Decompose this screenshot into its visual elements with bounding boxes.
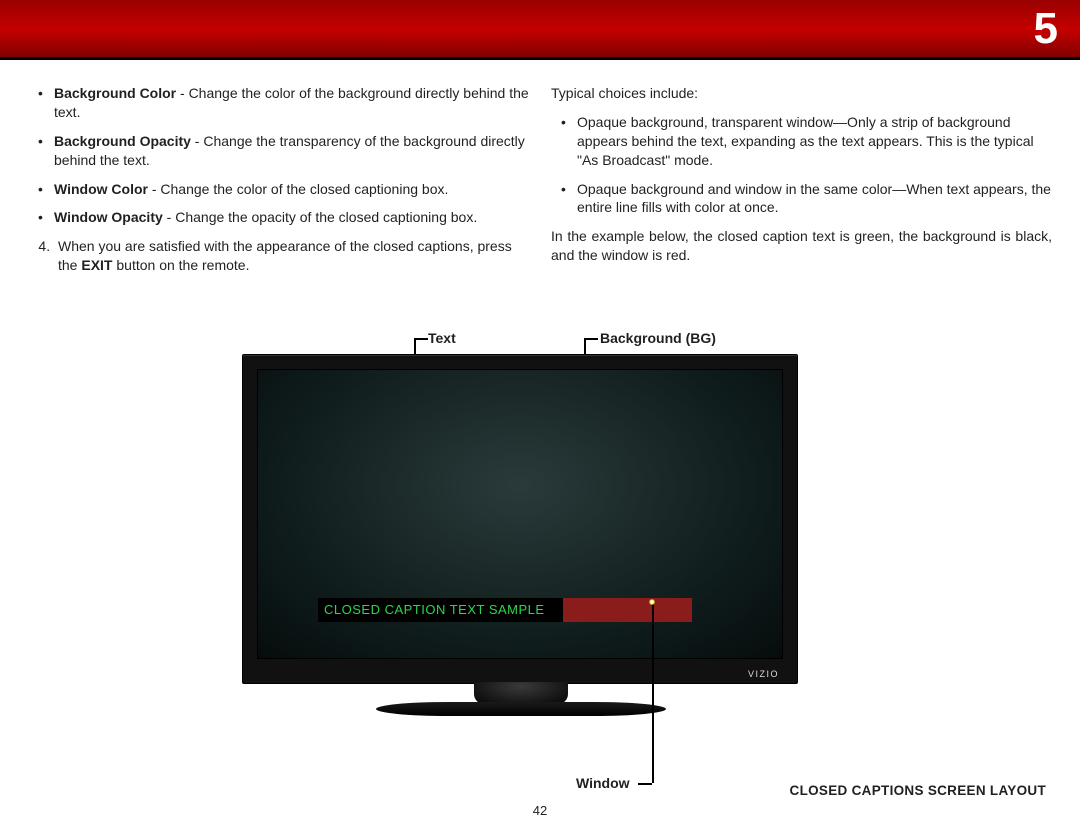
list-item: Background Opacity - Change the transpar… bbox=[54, 132, 529, 170]
term: Background Color bbox=[54, 85, 176, 101]
step-bold: EXIT bbox=[81, 257, 112, 273]
tv-screen: CLOSED CAPTION TEXT SAMPLE bbox=[257, 369, 783, 659]
page-number-bottom: 42 bbox=[533, 803, 547, 818]
list-item: Opaque background, transparent window—On… bbox=[577, 113, 1052, 170]
list-item: Opaque background and window in the same… bbox=[577, 180, 1052, 218]
tv-base bbox=[376, 702, 666, 716]
chapter-number: 5 bbox=[1034, 4, 1058, 54]
callout-tick bbox=[414, 338, 428, 340]
step-list: When you are satisfied with the appearan… bbox=[28, 237, 529, 275]
tv-neck bbox=[474, 682, 568, 704]
caption-text: CLOSED CAPTION TEXT SAMPLE bbox=[324, 602, 545, 617]
example-paragraph: In the example below, the closed caption… bbox=[551, 227, 1052, 265]
caption-window: CLOSED CAPTION TEXT SAMPLE bbox=[318, 598, 692, 622]
choices-list: Opaque background, transparent window—On… bbox=[551, 113, 1052, 217]
list-item: Window Color - Change the color of the c… bbox=[54, 180, 529, 199]
term: Window Opacity bbox=[54, 209, 163, 225]
label-window: Window bbox=[576, 775, 630, 791]
callout-tick bbox=[584, 338, 598, 340]
callout-tick bbox=[638, 783, 652, 785]
desc: - Change the opacity of the closed capti… bbox=[163, 209, 477, 225]
left-column: Background Color - Change the color of t… bbox=[28, 84, 529, 285]
callout-dot bbox=[649, 599, 655, 605]
settings-list: Background Color - Change the color of t… bbox=[28, 84, 529, 227]
label-bg: Background (BG) bbox=[600, 330, 716, 346]
right-column: Typical choices include: Opaque backgrou… bbox=[551, 84, 1052, 285]
list-item: Background Color - Change the color of t… bbox=[54, 84, 529, 122]
content-columns: Background Color - Change the color of t… bbox=[0, 60, 1080, 285]
label-text: Text bbox=[428, 330, 456, 346]
term: Window Color bbox=[54, 181, 148, 197]
desc: - Change the color of the closed caption… bbox=[148, 181, 448, 197]
step-post: button on the remote. bbox=[112, 257, 249, 273]
tv-frame: CLOSED CAPTION TEXT SAMPLE VIZIO bbox=[242, 354, 798, 684]
callout-line bbox=[652, 602, 654, 783]
list-item: Window Opacity - Change the opacity of t… bbox=[54, 208, 529, 227]
header-bar: 5 bbox=[0, 0, 1080, 60]
right-intro: Typical choices include: bbox=[551, 84, 1052, 103]
figure-title: CLOSED CAPTIONS SCREEN LAYOUT bbox=[790, 783, 1046, 798]
step-item: When you are satisfied with the appearan… bbox=[54, 237, 529, 275]
tv-logo: VIZIO bbox=[748, 669, 779, 679]
term: Background Opacity bbox=[54, 133, 191, 149]
diagram-area: Text Background (BG) CLOSED CAPTION TEXT… bbox=[0, 330, 1080, 770]
